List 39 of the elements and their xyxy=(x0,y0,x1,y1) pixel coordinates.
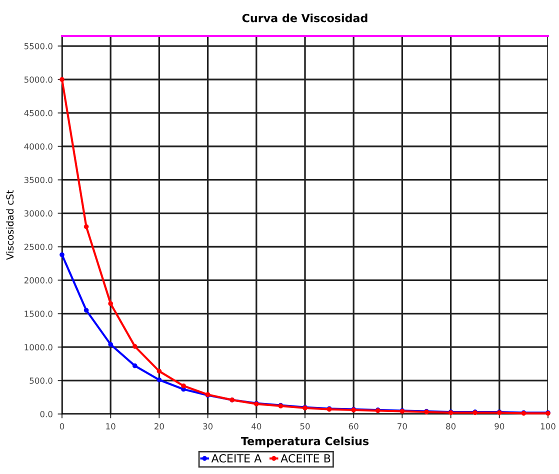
x-tick-label: 10 xyxy=(106,423,116,430)
y-tick-label: 2000.0 xyxy=(24,277,52,284)
point xyxy=(108,342,114,347)
point xyxy=(156,377,162,382)
y-axis-title: Viscosidad cSt xyxy=(6,190,14,260)
point xyxy=(156,368,162,374)
y-tick-label: 3500.0 xyxy=(24,176,52,184)
x-tick-label: 60 xyxy=(348,423,358,430)
x-tick-label: 40 xyxy=(252,423,262,430)
x-axis-title: Temperatura Celsius xyxy=(240,436,369,448)
x-tick-label: 50 xyxy=(300,423,310,430)
point xyxy=(84,224,89,230)
y-tick-label: 5000.0 xyxy=(24,76,52,83)
point xyxy=(132,344,138,349)
y-tick-label: 1500.0 xyxy=(24,310,52,317)
x-tick-label: 80 xyxy=(446,423,456,430)
y-tick-label: 4000.0 xyxy=(24,143,52,150)
x-tick-label: 90 xyxy=(494,423,504,430)
legend-label: ACEITE B xyxy=(280,454,330,463)
x-tick-label: 100 xyxy=(540,423,556,430)
point xyxy=(84,308,89,313)
chart-title: Curva de Viscosidad xyxy=(242,14,368,22)
x-tick-label: 20 xyxy=(154,423,164,430)
point xyxy=(181,383,186,388)
point xyxy=(60,77,64,82)
point xyxy=(132,363,138,368)
point xyxy=(60,252,64,258)
y-tick-label: 4500.0 xyxy=(24,110,52,116)
y-tick-label: 500.0 xyxy=(30,378,52,384)
legend-label: ACEITE A xyxy=(211,454,262,463)
y-tick-label: 5500.0 xyxy=(24,43,52,50)
x-tick-label: 0 xyxy=(60,423,64,430)
x-tick-label: 70 xyxy=(398,423,407,430)
y-tick-label: 2500.0 xyxy=(24,244,52,250)
y-tick-label: 1000.0 xyxy=(24,344,52,350)
y-tick-label: 0.0 xyxy=(40,410,52,418)
y-tick-label: 3000.0 xyxy=(24,210,52,217)
x-tick-label: 30 xyxy=(203,423,213,430)
point xyxy=(108,301,114,306)
